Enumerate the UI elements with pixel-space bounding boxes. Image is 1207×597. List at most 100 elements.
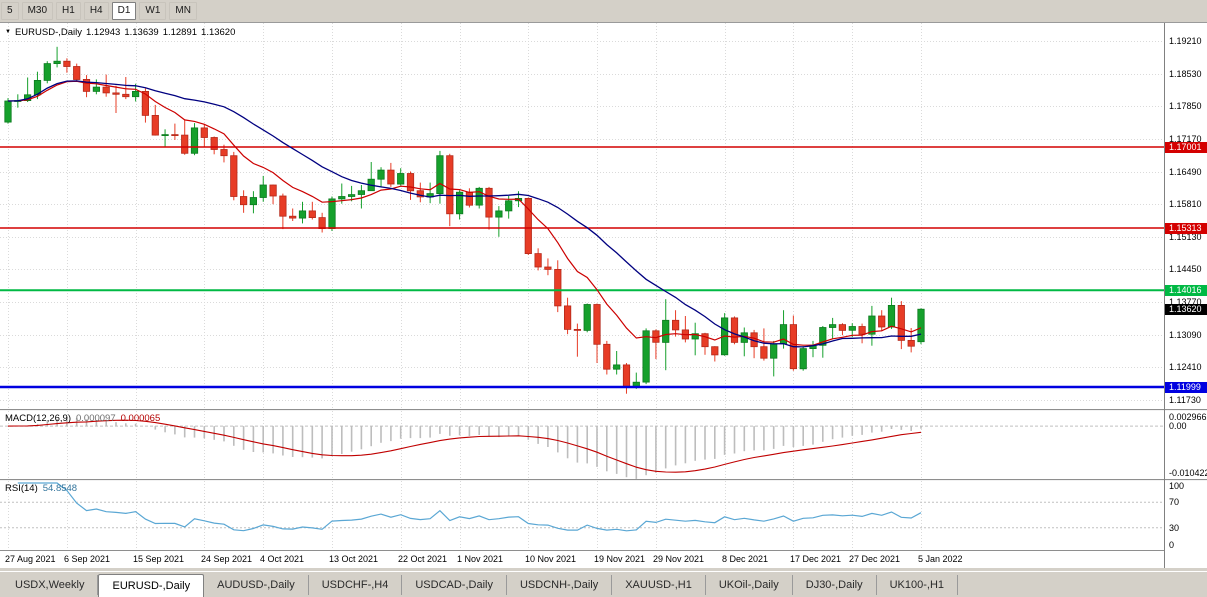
candle <box>338 196 346 200</box>
chart-tab-dj30-daily[interactable]: DJ30-,Daily <box>793 575 877 595</box>
time-axis-label: 17 Dec 2021 <box>790 554 842 564</box>
price-axis-macd[interactable]: 0.002966 0.00 -0.010422 <box>1165 411 1207 479</box>
axis-label: 1.19210 <box>1169 36 1202 46</box>
candle <box>200 127 208 138</box>
candle <box>220 149 228 157</box>
pane-divider[interactable] <box>0 479 1164 481</box>
candle <box>603 343 611 370</box>
candle <box>662 319 670 343</box>
chart-high-value: 1.13639 <box>124 27 159 38</box>
main-chart-pane[interactable]: ▼ EURUSD-,Daily 1.12943 1.13639 1.12891 1.136… <box>0 23 1164 409</box>
axis-label: 1.15810 <box>1169 199 1202 209</box>
time-axis-label: 10 Nov 2021 <box>525 554 577 564</box>
axis-label: 1.15130 <box>1169 232 1202 242</box>
level-price-tag: 1.11999 <box>1165 382 1207 393</box>
chart-menu-icon[interactable]: ▼ <box>5 29 11 35</box>
rsi-chart[interactable] <box>0 481 1164 550</box>
candle <box>387 169 395 185</box>
axis-label: 1.13770 <box>1169 297 1202 307</box>
candle <box>171 134 179 136</box>
candle <box>249 197 257 206</box>
rsi-pane[interactable]: RSI(14) 54.8548 <box>0 481 1164 550</box>
current-price-tag: 1.13620 <box>1165 304 1207 315</box>
chart-tab-usdcad-daily[interactable]: USDCAD-,Daily <box>402 575 507 595</box>
axis-label: 100 <box>1169 481 1185 491</box>
chart-tab-uk100-h1[interactable]: UK100-,H1 <box>877 575 959 595</box>
time-axis-label: 15 Sep 2021 <box>133 554 185 564</box>
price-axis-rsi[interactable]: 100 70 30 0 <box>1165 481 1207 550</box>
candle <box>63 60 71 67</box>
chart-tab-audusd-daily[interactable]: AUDUSD-,Daily <box>204 575 309 595</box>
pane-divider <box>1165 479 1207 481</box>
timeframe-toolbar: 5 M30 H1 H4 D1 W1 MN <box>0 0 1207 23</box>
pane-divider[interactable] <box>0 409 1164 411</box>
time-axis-label: 29 Nov 2021 <box>653 554 705 564</box>
level-price-tag: 1.15313 <box>1165 223 1207 234</box>
level-price-tag: 1.14016 <box>1165 285 1207 296</box>
time-axis-label: 27 Aug 2021 <box>5 554 56 564</box>
timeframe-button-h4[interactable]: H4 <box>83 2 109 20</box>
price-axis-main[interactable]: 1.19210 1.18530 1.17850 1.17170 1.16490 1.158… <box>1165 23 1207 409</box>
chart-close-value: 1.13620 <box>201 27 236 38</box>
chart-title: ▼ EURUSD-,Daily 1.12943 1.13639 1.12891 1.136… <box>5 27 239 38</box>
candle <box>455 191 464 215</box>
chart-symbol-label: EURUSD-,Daily <box>14 27 82 38</box>
timeframe-button-w1[interactable]: W1 <box>139 2 167 20</box>
candle <box>887 304 896 328</box>
axis-label: 1.17170 <box>1169 134 1202 144</box>
macd-label: MACD(12,26,9) 0.000097 0.000065 <box>5 413 165 424</box>
candle <box>554 268 562 307</box>
candle <box>230 155 238 197</box>
candle <box>691 333 699 340</box>
chart-tab-xauusd-h1[interactable]: XAUUSD-,H1 <box>612 575 706 595</box>
macd-signal-value: 0.000065 <box>120 413 161 424</box>
axis-label: 1.12410 <box>1169 362 1202 372</box>
macd-pane[interactable]: MACD(12,26,9) 0.000097 0.000065 <box>0 411 1164 479</box>
candle <box>122 93 130 98</box>
candle <box>573 328 582 331</box>
chart-tab-usdchf-h4[interactable]: USDCHF-,H4 <box>309 575 403 595</box>
candlestick-chart[interactable] <box>0 23 1164 409</box>
candle <box>819 327 827 346</box>
chart-tab-usdcnh-daily[interactable]: USDCNH-,Daily <box>507 575 613 595</box>
chart-tab-usdx-weekly[interactable]: USDX,Weekly <box>2 575 99 595</box>
timeframe-button-5[interactable]: 5 <box>1 2 19 20</box>
candle <box>53 60 61 65</box>
axis-label: 0.00 <box>1169 421 1187 431</box>
candle <box>829 324 837 328</box>
candle <box>406 173 415 192</box>
candle <box>102 86 110 94</box>
candle <box>711 346 719 356</box>
candle <box>131 91 140 98</box>
candle <box>730 317 739 343</box>
axis-label: 1.13090 <box>1169 330 1202 340</box>
macd-name: MACD(12,26,9) <box>5 413 71 424</box>
time-axis[interactable]: 27 Aug 2021 6 Sep 2021 15 Sep 2021 24 Sep 2… <box>0 550 1164 568</box>
candle <box>858 326 866 335</box>
chart-tab-ukoil-daily[interactable]: UKOil-,Daily <box>706 575 793 595</box>
candle <box>848 326 856 331</box>
timeframe-button-h1[interactable]: H1 <box>56 2 81 20</box>
candle <box>181 134 189 154</box>
time-axis-label: 19 Nov 2021 <box>594 554 646 564</box>
axis-label: 1.14450 <box>1169 264 1202 274</box>
candle <box>505 200 513 212</box>
candle <box>799 348 807 370</box>
candle <box>82 79 91 92</box>
level-price-tag: 1.17001 <box>1165 142 1207 153</box>
candle <box>347 194 356 197</box>
timeframe-button-m30[interactable]: M30 <box>21 2 54 20</box>
macd-chart[interactable] <box>0 411 1164 479</box>
axis-label: 1.16490 <box>1169 167 1202 177</box>
timeframe-button-d1[interactable]: D1 <box>111 2 137 20</box>
candle <box>770 343 778 359</box>
price-axis[interactable]: 1.19210 1.18530 1.17850 1.17170 1.16490 1.158… <box>1164 23 1207 568</box>
candle <box>377 169 385 180</box>
candle <box>161 134 169 136</box>
candle <box>613 364 621 370</box>
candle <box>534 253 542 268</box>
chart-tab-eurusd-daily[interactable]: EURUSD-,Daily <box>98 574 205 597</box>
candle <box>259 184 267 198</box>
axis-label: 70 <box>1169 497 1180 507</box>
timeframe-button-mn[interactable]: MN <box>169 2 197 20</box>
